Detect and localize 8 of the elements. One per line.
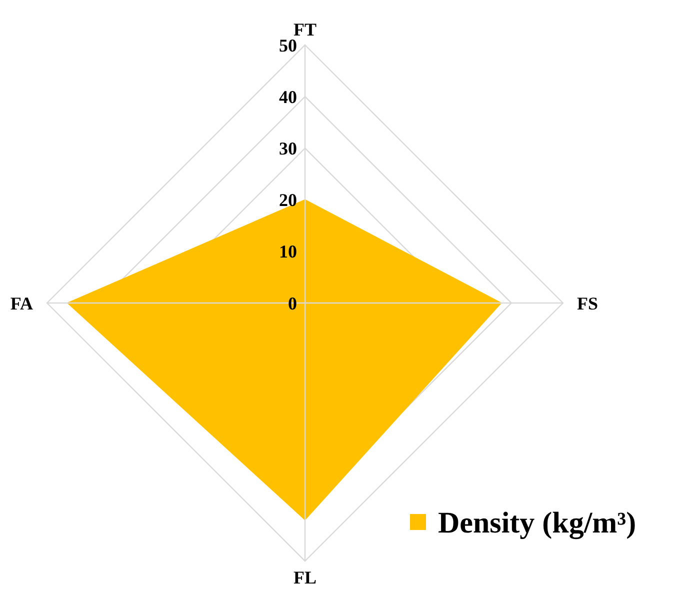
y-tick-label: 40	[279, 86, 297, 107]
spoke-label: FA	[10, 293, 33, 314]
spoke-label: FS	[577, 293, 598, 314]
y-tick-label: 20	[279, 190, 297, 210]
spoke-label: FL	[293, 567, 317, 588]
y-tick-label: 30	[279, 138, 297, 158]
legend-label: Density (kg/m³)	[438, 506, 636, 540]
y-tick-label: 10	[279, 242, 297, 262]
